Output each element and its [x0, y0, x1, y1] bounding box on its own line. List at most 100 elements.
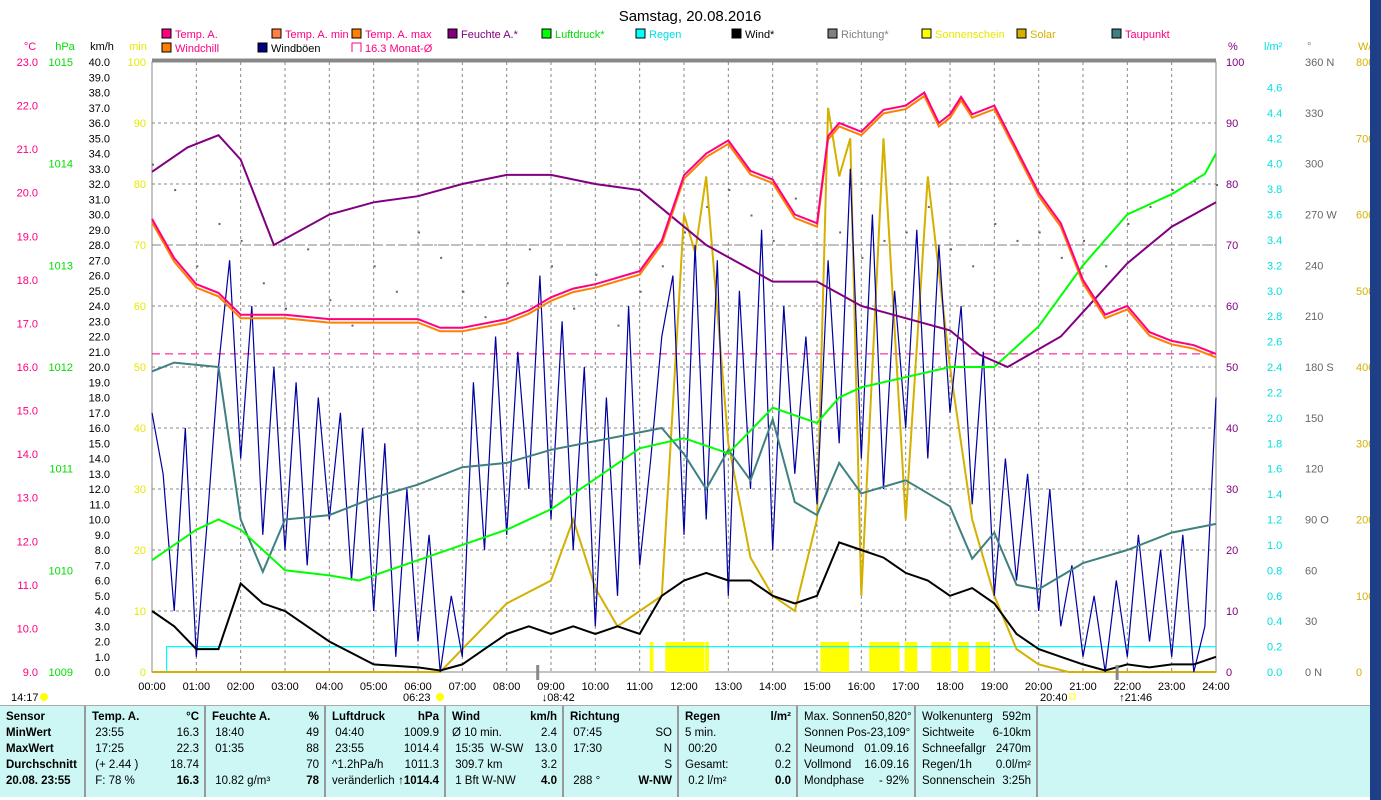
cell-label: Regen [685, 711, 721, 723]
cell-label: ^1.2hPa/h [332, 759, 384, 771]
cell-value: 2470m [995, 743, 1031, 755]
direction-dot [462, 290, 465, 293]
axis-tick-rain: 0.4 [1267, 616, 1282, 628]
axis-tick-solar: 400 [1356, 362, 1374, 374]
cell-value: N [663, 743, 672, 755]
cell-label: Mondphase [804, 775, 865, 787]
axis-tick-wind: 19.0 [89, 377, 110, 389]
cell-value: W-NW [638, 775, 672, 787]
axis-tick-wind: 35.0 [89, 133, 110, 145]
legend-swatch [1016, 28, 1027, 39]
direction-dot [285, 307, 287, 310]
axis-tick-rain: 3.6 [1267, 210, 1282, 222]
direction-dot [152, 163, 154, 166]
cell-value: 49 [306, 727, 319, 739]
cell-value: -23,109° [866, 727, 911, 739]
table-row: 18:40 49 [212, 725, 319, 741]
table-row: (+ 2.44 ) 18.74 [92, 757, 199, 773]
cell-value: 13.0 [534, 743, 557, 755]
table-row: Regen/1h 0.0l/m² [922, 757, 1031, 773]
table-row: Sichtweite 6-10km [922, 725, 1031, 741]
axis-tick-wind: 4.0 [95, 606, 110, 618]
legend-swatch [257, 42, 268, 53]
table-column: Wind km/h Ø 10 min. 2.4 15:35 W-SW 13.0 309.… [446, 706, 564, 797]
table-row: 17:25 22.3 [92, 741, 199, 757]
series-line-luftdruck [151, 153, 1217, 582]
cell-value: S [664, 759, 672, 771]
axis-tick-wind: 30.0 [89, 210, 110, 222]
moonrise-time: ↓08:42 [542, 692, 575, 704]
series-line-windben [151, 168, 1217, 673]
table-row: Regen l/m² [685, 709, 791, 725]
sunset-time: 20:40 [1040, 692, 1068, 704]
axis-tick-rain: 0.0 [1267, 667, 1282, 679]
legend-label: 16.3 Monat-Ø [365, 43, 433, 55]
axis-tick-wind: 40.0 [89, 57, 110, 69]
axis-tick-rain: 1.4 [1267, 489, 1282, 501]
axis-tick-wind: 28.0 [89, 240, 110, 252]
axis-unit-rain: l/m² [1264, 41, 1283, 53]
direction-dot [595, 273, 598, 276]
cell-value: 0.2 [775, 743, 791, 755]
cell-label: 20.08. 23:55 [6, 775, 71, 787]
cell-label: Schneefallgr [922, 743, 986, 755]
axis-tick-hum: 70 [1226, 240, 1238, 252]
legend-label: Temp. A. max [365, 29, 432, 41]
axis-tick-wind: 25.0 [89, 286, 110, 298]
axis-tick-dir: 60 [1305, 565, 1317, 577]
legend-swatch [921, 28, 932, 39]
table-row: 10.82 g/m³ 78 [212, 773, 319, 789]
x-tick-label: 03:00 [271, 681, 299, 693]
axis-tick-wind: 5.0 [95, 591, 110, 603]
cell-label: Ø 10 min. [452, 727, 502, 739]
x-tick-label: 05:00 [360, 681, 388, 693]
direction-dot [1171, 189, 1174, 192]
table-column: Feuchte A.% 18:40 49 01:35 88 70 10.82 g/m³… [206, 706, 326, 797]
cell-label: Neumond [804, 743, 854, 755]
cell-label: 0.2 l/m² [685, 775, 727, 787]
axis-tick-press: 1009 [49, 667, 73, 679]
cell-label: Luftdruck [332, 711, 386, 723]
legend-swatch [271, 28, 282, 39]
legend-label: Windchill [175, 43, 219, 55]
table-row: Wind km/h [452, 709, 557, 725]
axis-unit-min: min [129, 41, 147, 53]
axis-tick-wind: 31.0 [89, 194, 110, 206]
cell-value: 22.3 [176, 743, 199, 755]
cell-label: 00:20 [685, 743, 717, 755]
cell-value: 3:25h [1002, 775, 1031, 787]
x-tick-label: 19:00 [981, 681, 1009, 693]
axis-tick-temp: 18.0 [17, 275, 38, 287]
legend-swatch [161, 42, 172, 53]
axis-tick-min: 10 [134, 606, 146, 618]
legend-swatch [161, 28, 172, 39]
axis-tick-hum: 20 [1226, 545, 1238, 557]
direction-dot [1193, 180, 1196, 183]
cell-value: SO [655, 727, 672, 739]
axis-tick-press: 1015 [49, 57, 73, 69]
axis-tick-dir: 270 W [1305, 210, 1337, 222]
cell-label: 01:35 [212, 743, 244, 755]
direction-dot [994, 222, 997, 225]
axis-tick-rain: 1.6 [1267, 464, 1282, 476]
direction-dot [329, 299, 332, 302]
axis-tick-dir: 120 [1305, 464, 1323, 476]
table-row: Ø 10 min. 2.4 [452, 725, 557, 741]
axis-tick-press: 1010 [49, 565, 73, 577]
direction-dot [661, 265, 664, 268]
axis-tick-wind: 39.0 [89, 72, 110, 84]
cell-label: 23:55 [332, 743, 364, 755]
axis-tick-rain: 1.0 [1267, 540, 1282, 552]
table-row: 17:30 N [570, 741, 672, 757]
table-row: MinWert [6, 725, 79, 741]
scrollbar[interactable] [1370, 0, 1381, 800]
axis-tick-rain: 2.6 [1267, 337, 1282, 349]
axis-tick-temp: 9.0 [23, 667, 38, 679]
x-tick-label: 11:00 [626, 681, 653, 693]
axis-tick-solar: 0 [1356, 667, 1362, 679]
direction-dot [750, 214, 753, 217]
cell-label: MinWert [6, 727, 52, 739]
cell-value: 50,820° [871, 711, 912, 723]
x-tick-label: 14:00 [759, 681, 787, 693]
cell-label: 23:55 [92, 727, 124, 739]
